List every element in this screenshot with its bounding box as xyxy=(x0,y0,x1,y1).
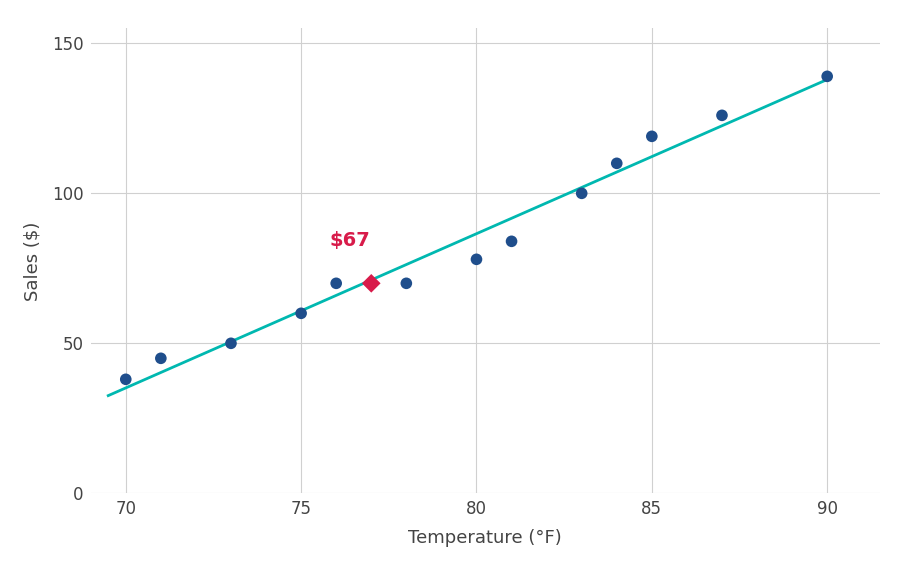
Point xyxy=(610,159,624,168)
Point xyxy=(294,309,308,318)
Point xyxy=(715,111,729,120)
Point xyxy=(119,375,133,384)
Point xyxy=(153,354,168,363)
Point xyxy=(574,189,589,198)
Y-axis label: Sales ($): Sales ($) xyxy=(23,221,41,301)
Point xyxy=(329,279,344,288)
Point xyxy=(364,279,378,288)
Text: $67: $67 xyxy=(330,231,371,250)
Point xyxy=(399,279,414,288)
X-axis label: Temperature (°F): Temperature (°F) xyxy=(408,530,562,547)
Point xyxy=(504,237,519,246)
Point xyxy=(645,132,659,141)
Point xyxy=(469,255,483,264)
Point xyxy=(820,72,834,81)
Point xyxy=(224,338,239,348)
